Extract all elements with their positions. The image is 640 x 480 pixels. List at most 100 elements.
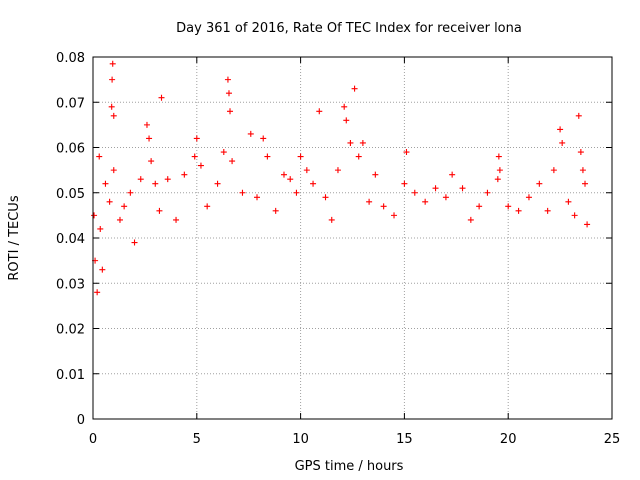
data-point [476,203,483,210]
data-point [280,171,287,178]
data-point [391,212,398,219]
data-point [505,203,512,210]
data-point [173,216,180,223]
data-point [571,212,578,219]
data-point [108,103,115,110]
data-point [449,171,456,178]
data-point [264,153,271,160]
data-point [422,198,429,205]
data-point [137,176,144,183]
data-point [403,149,410,156]
data-point [557,126,564,133]
axis-ticks: 0 0.01 0.02 0.03 0.04 0.05 0.06 0.07 0.08 0 5 10 15 2… [56,51,620,447]
data-point [411,189,418,196]
data-point [225,90,232,97]
data-points [91,60,591,296]
data-point [334,167,341,174]
data-point [146,135,153,142]
y-tick-label: 0 [77,413,85,428]
data-point [494,176,501,183]
data-point [204,203,211,210]
data-point [341,103,348,110]
data-point [322,194,329,201]
x-tick-label: 10 [292,432,309,447]
data-point [432,185,439,192]
data-point [152,180,159,187]
y-tick-label: 0.06 [56,142,85,157]
data-point [99,266,106,273]
grid-lines [93,57,612,419]
data-point [550,167,557,174]
data-point [102,180,109,187]
data-point [143,121,150,128]
data-point [359,139,366,146]
data-point [343,117,350,124]
data-point [197,162,204,169]
data-point [584,221,591,228]
data-point [495,153,502,160]
data-point [131,239,138,246]
data-point [559,139,566,146]
x-tick-label: 5 [193,432,201,447]
y-tick-label: 0.07 [56,96,85,111]
data-point [224,76,231,83]
data-point [127,189,134,196]
data-point [109,60,116,67]
data-point [193,135,200,142]
data-point [582,180,589,187]
x-tick-label: 25 [604,432,621,447]
data-point [91,212,98,219]
data-point [351,85,358,92]
data-point [116,216,123,223]
data-point [484,189,491,196]
data-point [121,203,128,210]
data-point [94,289,101,296]
data-point [220,149,227,156]
data-point [158,94,165,101]
data-point [459,185,466,192]
data-point [181,171,188,178]
data-point [227,108,234,115]
data-point [297,153,304,160]
data-point [467,216,474,223]
data-point [496,167,503,174]
data-point [316,108,323,115]
data-point [229,158,236,165]
x-tick-label: 20 [500,432,517,447]
chart-title: Day 361 of 2016, Rate Of TEC Index for r… [176,21,522,36]
data-point [156,207,163,214]
data-point [380,203,387,210]
data-point [536,180,543,187]
data-point [96,153,103,160]
data-point [565,198,572,205]
y-tick-label: 0.02 [56,323,85,338]
x-tick-label: 0 [89,432,97,447]
data-point [191,153,198,160]
data-point [260,135,267,142]
data-point [254,194,261,201]
data-point [372,171,379,178]
data-point [303,167,310,174]
data-point [575,112,582,119]
data-point [579,167,586,174]
y-tick-label: 0.03 [56,277,85,292]
data-point [401,180,408,187]
data-point [272,207,279,214]
data-point [347,139,354,146]
data-point [109,76,116,83]
y-tick-label: 0.05 [56,187,85,202]
x-axis-label: GPS time / hours [295,459,404,474]
data-point [148,158,155,165]
data-point [214,180,221,187]
data-point [287,176,294,183]
data-point [442,194,449,201]
data-point [164,176,171,183]
data-point [110,112,117,119]
data-point [577,149,584,156]
data-point [310,180,317,187]
data-point [355,153,362,160]
data-point [515,207,522,214]
data-point [328,216,335,223]
data-point [97,225,104,232]
